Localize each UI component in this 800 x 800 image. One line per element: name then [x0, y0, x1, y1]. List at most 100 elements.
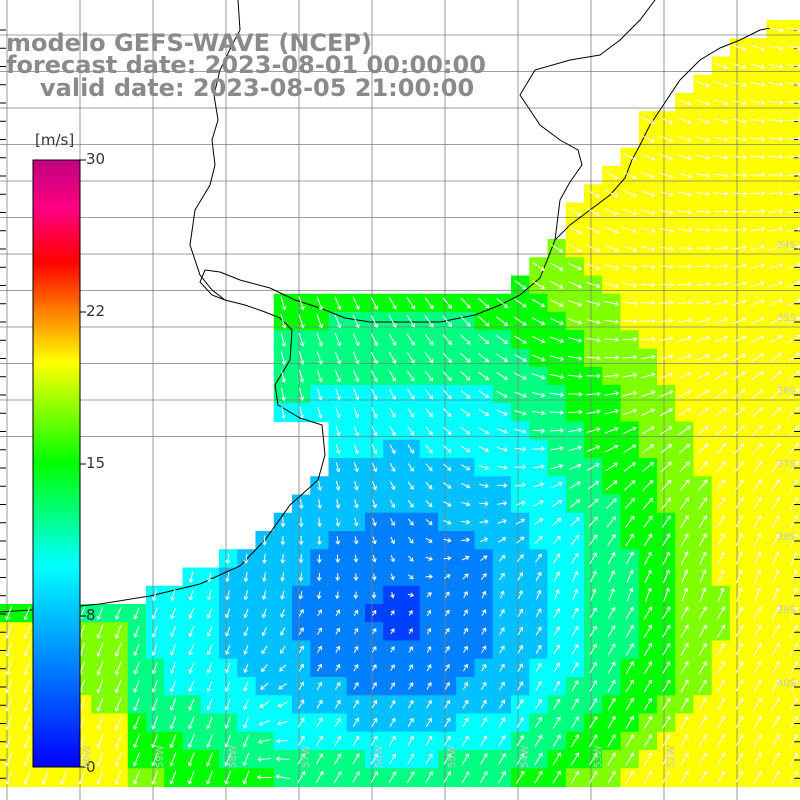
wind-arrow-head: [760, 82, 766, 88]
wind-arrow-head: [206, 780, 211, 785]
wind-arrow-head: [555, 626, 560, 631]
wind-arrow-head: [575, 517, 580, 522]
wind-arrow-head: [556, 535, 561, 540]
wind-arrow-head: [629, 715, 634, 721]
wind-arrow: [300, 572, 303, 581]
wind-arrow-head: [243, 687, 248, 692]
wind-arrow-head: [373, 341, 378, 347]
wind-arrow-head: [300, 324, 305, 329]
wind-arrow: [786, 156, 800, 158]
wind-arrow: [354, 499, 358, 508]
wind-arrow-head: [669, 246, 675, 252]
wind-arrow-head: [281, 378, 287, 383]
wind-arrow-head: [592, 625, 597, 630]
wind-arrow: [531, 391, 545, 397]
wind-arrow: [317, 406, 322, 418]
wind-arrow-head: [355, 771, 360, 776]
wind-arrow-head: [668, 408, 674, 413]
wind-arrow: [771, 752, 780, 766]
wind-arrow-head: [724, 245, 729, 251]
wind-arrow: [713, 136, 728, 141]
wind-arrow-head: [687, 119, 692, 125]
wind-arrow: [115, 734, 122, 748]
wind-arrow: [695, 117, 710, 123]
wind-arrow: [460, 483, 470, 488]
wind-arrow: [750, 228, 765, 232]
wind-arrow: [768, 174, 783, 176]
wind-arrow-head: [757, 515, 762, 520]
wind-arrow-head: [669, 137, 674, 143]
wind-arrow: [753, 643, 762, 656]
wind-arrow-head: [592, 570, 597, 575]
wind-arrow: [115, 697, 122, 712]
wind-arrow-head: [445, 664, 450, 669]
wind-arrow: [189, 626, 195, 637]
wind-arrow-head: [428, 502, 433, 508]
wind-arrow-head: [757, 715, 762, 721]
wind-arrow: [534, 752, 543, 766]
wind-arrow-head: [300, 305, 305, 311]
wind-arrow-head: [96, 725, 101, 730]
wind-arrow-head: [703, 479, 708, 484]
wind-arrow-head: [540, 284, 546, 289]
wind-arrow: [695, 210, 710, 213]
wind-arrow-head: [353, 558, 359, 563]
wind-arrow-head: [687, 372, 692, 377]
wind-arrow: [245, 553, 248, 564]
wind-arrow: [644, 551, 652, 565]
wind-arrow: [786, 119, 800, 122]
wind-arrow: [643, 606, 652, 620]
wind-arrow: [480, 717, 487, 728]
wind-arrow-head: [668, 426, 673, 431]
wind-arrow: [713, 247, 728, 250]
wind-arrow: [622, 171, 637, 179]
wind-arrow-head: [650, 174, 656, 179]
wind-arrow-head: [592, 661, 597, 667]
wind-arrow: [390, 573, 394, 580]
wind-arrow-head: [702, 642, 707, 648]
wind-arrow-head: [353, 576, 359, 581]
wind-arrow: [352, 351, 359, 364]
wind-arrow-head: [465, 483, 471, 489]
wind-arrow: [788, 389, 800, 400]
wind-arrow-head: [354, 609, 359, 615]
wind-arrow: [733, 389, 746, 399]
wind-arrow: [24, 624, 31, 639]
wind-arrow: [206, 752, 213, 766]
wind-arrow-head: [647, 697, 653, 703]
wind-arrow: [442, 426, 452, 435]
wind-arrow-head: [793, 661, 799, 666]
wind-arrow-head: [133, 688, 138, 693]
wind-arrow-head: [756, 587, 762, 592]
wind-arrow-head: [596, 319, 601, 325]
wind-arrow-head: [257, 739, 263, 744]
wind-arrow: [735, 734, 744, 748]
wind-arrow-head: [632, 156, 637, 161]
wind-arrow-head: [335, 627, 341, 633]
wind-arrow-head: [611, 606, 616, 612]
wind-arrow-head: [705, 119, 711, 124]
wind-arrow-head: [797, 100, 800, 105]
wind-arrow: [768, 137, 783, 140]
wind-arrow-head: [775, 533, 780, 538]
wind-arrow-head: [684, 715, 689, 721]
wind-arrow: [695, 173, 710, 177]
wind-arrow-head: [688, 281, 693, 287]
wind-arrow: [243, 699, 249, 710]
wind-arrow: [372, 518, 376, 526]
wind-arrow: [604, 245, 619, 251]
wind-arrow: [640, 264, 655, 268]
wind-arrow: [659, 390, 673, 398]
wind-arrow: [663, 588, 670, 602]
wind-arrow-head: [593, 770, 598, 776]
wind-arrow: [716, 752, 725, 766]
wind-arrow-head: [647, 551, 652, 556]
wind-arrow: [353, 370, 359, 382]
wind-arrow-head: [262, 559, 267, 564]
wind-arrow-head: [409, 521, 414, 526]
wind-arrow-head: [372, 521, 377, 527]
wind-arrow-head: [281, 360, 287, 365]
wind-arrow: [24, 715, 31, 730]
wind-arrow-head: [630, 515, 635, 520]
wind-arrow: [550, 447, 563, 451]
